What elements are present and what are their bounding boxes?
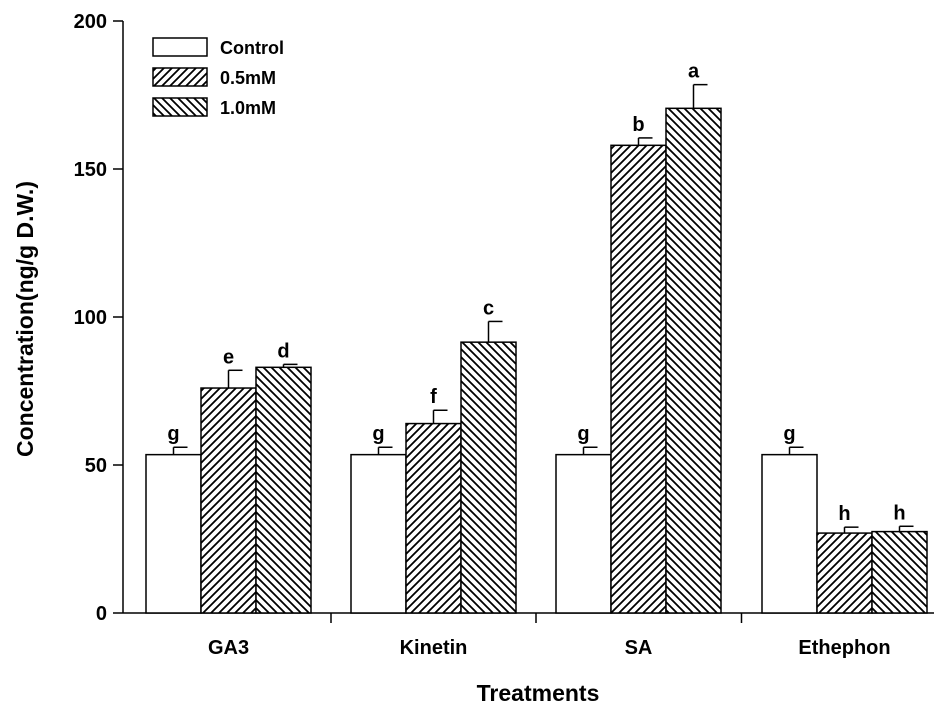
- bar: [405, 422, 462, 614]
- significance-label: g: [783, 423, 795, 445]
- legend-label-control: Control: [220, 38, 284, 58]
- significance-label: h: [893, 502, 905, 524]
- significance-label: c: [483, 297, 494, 319]
- bar: [255, 366, 312, 614]
- x-tick-label: SA: [625, 637, 653, 659]
- bar: [816, 532, 873, 614]
- significance-label: g: [372, 423, 384, 445]
- bar: [610, 144, 667, 614]
- y-axis-title: Concentration(ng/g D.W.): [12, 181, 38, 457]
- x-axis-title: Treatments: [477, 680, 600, 706]
- significance-label: b: [632, 114, 644, 136]
- legend-swatch-control: [152, 37, 208, 57]
- y-tick-label: 200: [74, 11, 107, 33]
- bar: [761, 453, 818, 614]
- axes: 0 50 100 150 200 GA3 Kinetin SA Ethephon: [74, 11, 934, 659]
- significance-label: g: [167, 423, 179, 445]
- x-tick-label: Kinetin: [400, 637, 468, 659]
- y-tick-label: 0: [96, 603, 107, 625]
- significance-label: e: [223, 346, 234, 368]
- x-tick-label: GA3: [208, 637, 249, 659]
- bar: [555, 453, 612, 614]
- significance-label: h: [838, 503, 850, 525]
- legend-label-10mm: 1.0mM: [220, 98, 276, 118]
- legend-label-05mm: 0.5mM: [220, 68, 276, 88]
- significance-label: a: [688, 61, 700, 83]
- bar: [460, 341, 517, 614]
- legend: Control 0.5mM 1.0mM: [152, 37, 284, 118]
- bar: [200, 387, 257, 614]
- x-tick-label: Ethephon: [798, 637, 890, 659]
- significance-label: d: [277, 340, 289, 362]
- y-tick-label: 50: [85, 455, 107, 477]
- legend-swatch-10mm: [152, 97, 208, 117]
- bar: [145, 453, 202, 614]
- significance-label: g: [577, 423, 589, 445]
- y-tick-label: 150: [74, 159, 107, 181]
- y-tick-label: 100: [74, 307, 107, 329]
- legend-swatch-05mm: [152, 67, 208, 87]
- significance-label: f: [430, 386, 437, 408]
- bars: g e d g f c g b a g h h: [145, 61, 928, 614]
- bar: [665, 107, 722, 614]
- bar: [350, 453, 407, 614]
- bar: [871, 530, 928, 614]
